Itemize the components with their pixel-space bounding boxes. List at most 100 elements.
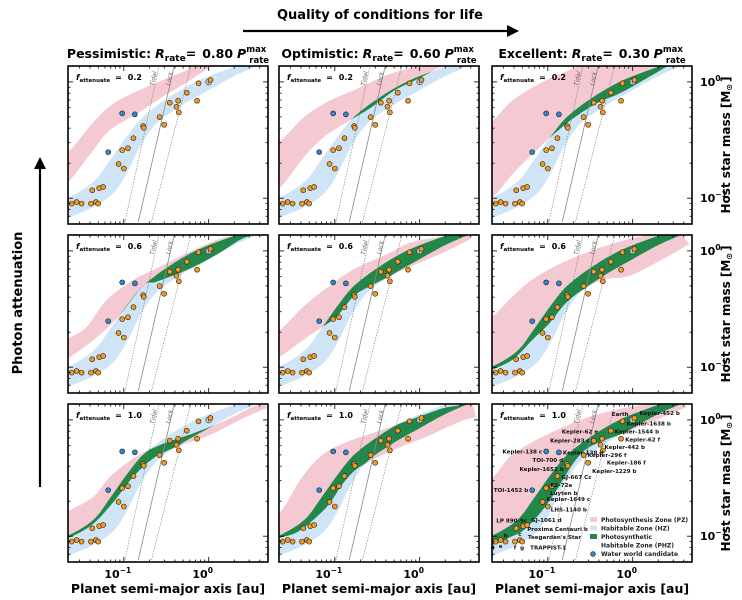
planet-label: K2-72e <box>550 483 572 489</box>
planet-point <box>351 294 358 300</box>
left-arrow-label: Photon attenuation <box>11 232 26 375</box>
tidal-lock-label: Tidal <box>149 71 159 87</box>
planet-point <box>326 161 333 167</box>
water-world-point <box>330 448 336 455</box>
planet-point <box>195 249 202 256</box>
planet-point <box>115 161 122 167</box>
tidal-lock-line-dashed <box>548 404 584 561</box>
water-world-point <box>316 487 323 493</box>
panel-frame <box>67 234 269 394</box>
f-attenuate-label: fattenuate = 1.0 <box>500 411 566 422</box>
f-attenuate-label: fattenuate = 0.6 <box>76 242 142 253</box>
y-axis-label: Host star mass [M⊙] <box>719 414 734 551</box>
planet-point <box>618 266 624 273</box>
planet-point <box>119 147 125 153</box>
tidal-lock-line-solid <box>137 235 175 392</box>
photosynthetic-habitable-zone-band <box>492 404 688 548</box>
y-axis-label: Host star mass [M⊙] <box>719 76 734 213</box>
planet-point <box>351 463 358 469</box>
planet-point <box>95 538 101 545</box>
photosynthesis-zone-band <box>68 66 212 182</box>
planet-point <box>130 135 137 142</box>
planet-point <box>299 200 305 207</box>
planet-label: Kepler-1652 b <box>519 467 563 473</box>
planet-point <box>512 369 518 376</box>
tidal-lock-label: Tidal <box>360 71 370 87</box>
planet-point <box>367 283 374 289</box>
planet-point <box>140 463 147 469</box>
tidal-lock-line-dashed <box>362 235 403 392</box>
water-world-point <box>119 448 125 455</box>
planet-point <box>377 99 384 106</box>
habitable-zone-band <box>68 404 258 556</box>
legend-item-pz: Photosynthesis Zone (PZ) <box>590 517 688 524</box>
top-arrow-label: Quality of conditions for life <box>277 8 483 23</box>
water-world-point <box>132 111 138 118</box>
planet-point <box>341 473 348 480</box>
y-tick-label: 100 <box>700 74 721 89</box>
planet-point <box>311 184 317 190</box>
tidal-lock-line-dashed <box>151 66 192 223</box>
planet-point <box>183 89 190 96</box>
panel-frame <box>67 403 269 563</box>
planet-point <box>394 427 401 434</box>
y-axis-label: Host star mass [M⊙] <box>719 245 734 382</box>
planet-point <box>367 452 374 458</box>
star-system-label: Teegarden's Star <box>528 535 581 541</box>
planet-point <box>599 435 605 442</box>
tidal-lock-label: Tidal <box>360 409 370 425</box>
planet-point <box>418 415 425 421</box>
planet-point <box>351 125 358 131</box>
planet-point <box>564 125 571 131</box>
tidal-lock-line-solid <box>348 235 386 392</box>
planet-point <box>513 525 520 532</box>
tidal-lock-line-dashed <box>362 66 403 223</box>
planet-point <box>502 200 509 207</box>
tidal-lock-label: Lock <box>376 409 386 424</box>
phz-group <box>492 404 688 548</box>
planet-point <box>549 145 555 152</box>
planet-point <box>175 97 181 104</box>
f-attenuate-label: fattenuate = 1.0 <box>287 411 353 422</box>
planet-point <box>619 418 626 425</box>
tidal-lock-line-dashed <box>124 66 160 223</box>
panel-r2-c2: Tidal Lock fattenuate = 0.6 <box>278 234 480 394</box>
planet-point <box>121 334 127 341</box>
planet-point <box>284 537 291 543</box>
planet-point <box>299 369 305 376</box>
panel-r1-c2: Tidal Lock fattenuate = 0.2 Optimistic: Rrate=… <box>278 45 480 225</box>
legend-label: Photosynthetic <box>601 534 653 541</box>
planet-point <box>130 304 137 311</box>
planet-point <box>619 249 626 256</box>
planet-point <box>524 353 530 359</box>
plot-area: Tidal Lock <box>492 404 688 561</box>
tidal-lock-label: Tidal <box>149 240 159 256</box>
planet-point <box>524 522 530 528</box>
panel-frame <box>67 65 269 225</box>
water-world-point <box>132 449 138 456</box>
planet-label: Kepler-452 b <box>639 411 679 417</box>
planet-point <box>330 147 336 153</box>
tidal-lock-label: Lock <box>589 409 599 424</box>
panel-frame <box>491 234 693 394</box>
water-world-point <box>543 448 549 455</box>
planet-label: Kepler-1649 c <box>547 497 591 503</box>
planet-point <box>513 187 520 194</box>
planet-point <box>580 283 587 289</box>
planet-point <box>600 109 606 116</box>
planet-point <box>618 97 624 104</box>
water-world-point <box>132 280 138 287</box>
tidal-lock-line-solid <box>561 235 599 392</box>
planet-point <box>156 114 163 120</box>
f-attenuate-label: fattenuate = 0.2 <box>287 73 353 84</box>
plot-area: Tidal Lock <box>68 235 268 392</box>
tidal-lock-line-solid <box>348 66 386 223</box>
planet-point <box>299 538 305 545</box>
planet-point <box>175 266 181 273</box>
planet-label: TOI-1452 b <box>494 488 529 494</box>
planet-point <box>332 334 338 341</box>
tidal-lock-label: Lock <box>589 71 599 86</box>
planet-point <box>176 447 182 454</box>
